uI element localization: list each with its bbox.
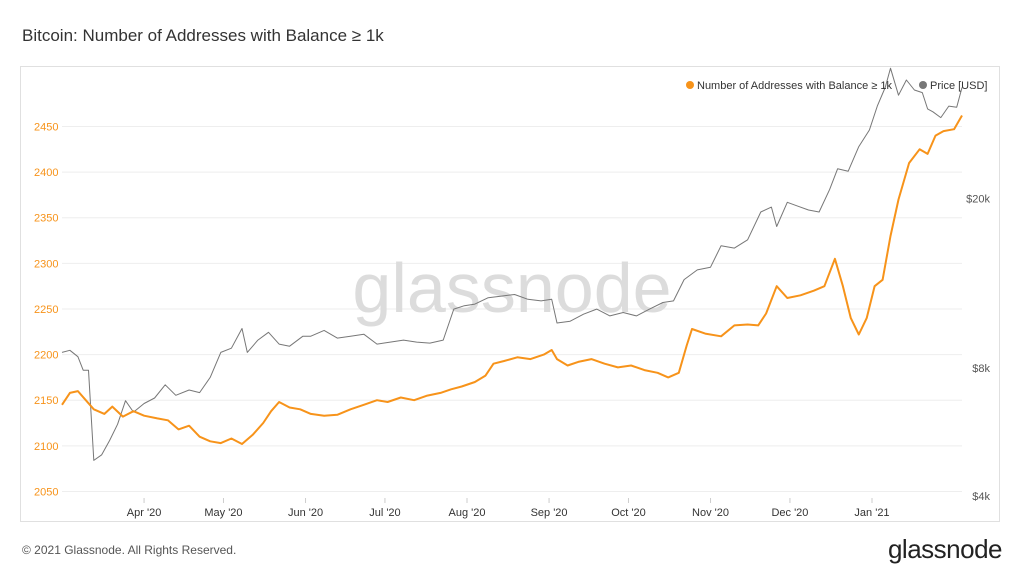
legend-dot-icon (686, 81, 694, 89)
legend-item-price[interactable]: Price [USD] (919, 80, 987, 92)
y-left-tick-label: 2300 (34, 258, 58, 270)
y-right-tick-label: $20k (966, 194, 990, 206)
x-tick-label: Jan '21 (854, 507, 889, 519)
y-left-tick-label: 2050 (34, 486, 58, 498)
x-tick-label: Jun '20 (288, 507, 323, 519)
series-layer (61, 67, 963, 461)
x-tick-label: Nov '20 (692, 507, 729, 519)
series-line-price (61, 67, 963, 461)
y-left-tick-label: 2100 (34, 441, 58, 453)
y-left-tick-label: 2150 (34, 395, 58, 407)
brand-logo: glassnode (887, 534, 1003, 564)
y-left-tick-label: 2250 (34, 304, 58, 316)
x-tick-label: May '20 (204, 507, 242, 519)
x-tick-label: Jul '20 (369, 507, 400, 519)
x-tick-label: Aug '20 (449, 507, 486, 519)
y-right-tick-label: $8k (972, 363, 990, 375)
watermark-text: glassnode (352, 249, 671, 327)
legend-item-addresses[interactable]: Number of Addresses with Balance ≥ 1k (686, 80, 892, 92)
grid (62, 125, 962, 492)
x-tick-label: Apr '20 (127, 507, 162, 519)
legend-label: Number of Addresses with Balance ≥ 1k (697, 80, 892, 92)
y-left-tick-label: 2200 (34, 350, 58, 362)
x-tick-label: Sep '20 (531, 507, 568, 519)
y-left-tick-label: 2350 (34, 213, 58, 225)
x-tick-label: Oct '20 (611, 507, 646, 519)
y-right-tick-label: $4k (972, 491, 990, 503)
legend-label: Price [USD] (930, 80, 987, 92)
legend-dot-icon (919, 81, 927, 89)
y-left-tick-label: 2400 (34, 167, 58, 179)
legend[interactable]: Number of Addresses with Balance ≥ 1k Pri… (686, 80, 987, 92)
series-line-addresses (61, 115, 963, 445)
copyright-text: © 2021 Glassnode. All Rights Reserved. (22, 543, 237, 557)
page-title: Bitcoin: Number of Addresses with Balanc… (22, 26, 384, 45)
y-left-tick-label: 2450 (34, 121, 58, 133)
axis-layer: 2050 2100 2150 2200 2250 2300 2350 2400 2450 $4k $… (34, 121, 990, 519)
x-tick-label: Dec '20 (771, 507, 808, 519)
chart-frame (20, 66, 1000, 522)
